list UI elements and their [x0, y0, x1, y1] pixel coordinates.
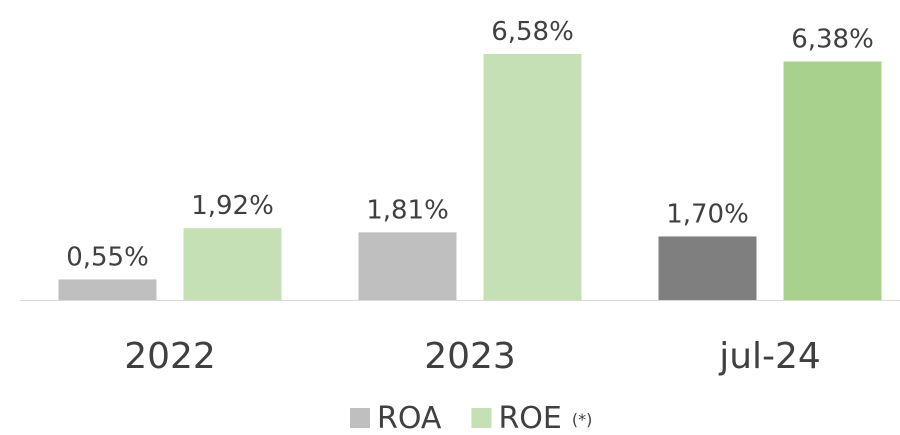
value-label: 6,58%	[491, 17, 574, 47]
legend-label: ROA	[377, 401, 442, 435]
bar	[58, 279, 157, 300]
bar	[483, 54, 582, 300]
legend-note: (*)	[572, 410, 592, 429]
value-label: 0,55%	[66, 242, 149, 272]
value-label: 1,92%	[191, 191, 274, 221]
x-tick-label: jul-24	[718, 336, 821, 377]
bar	[183, 228, 282, 300]
legend-swatch	[471, 408, 492, 428]
x-tick-label: 2022	[124, 336, 216, 377]
bar	[358, 232, 457, 300]
value-label: 1,81%	[366, 195, 449, 225]
x-tick-label: 2023	[424, 336, 516, 377]
legend-label: ROE	[498, 401, 561, 435]
value-label: 1,70%	[666, 199, 749, 229]
value-label: 6,38%	[791, 24, 874, 54]
bar	[658, 236, 757, 300]
bar	[783, 61, 882, 300]
legend-swatch	[350, 408, 370, 428]
